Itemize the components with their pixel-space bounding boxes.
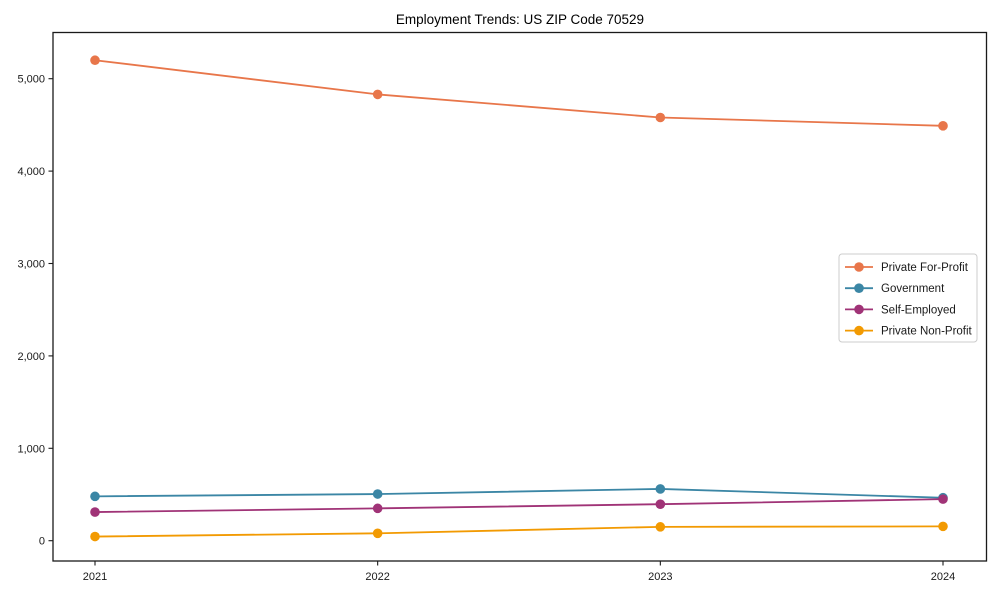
- plot-frame: [52, 31, 988, 562]
- legend-marker: [854, 304, 864, 315]
- data-point: [90, 531, 100, 542]
- x-axis-tick-label: 2022: [365, 571, 389, 583]
- data-point: [938, 494, 948, 504]
- x-axis-tick-label: 2023: [648, 571, 672, 583]
- data-point: [372, 503, 383, 514]
- legend-entry: Private Non-Profit: [845, 326, 973, 338]
- legend-marker: [854, 283, 864, 294]
- legend-marker: [854, 325, 864, 336]
- y-axis-tick-label: 3,000: [17, 259, 45, 271]
- series-line-private-for-profit: [94, 59, 944, 127]
- x-axis-tick-label: 2021: [83, 571, 107, 583]
- series-line-self-employed: [94, 498, 944, 513]
- data-point: [655, 484, 666, 494]
- y-axis-tick-label: 4,000: [17, 166, 45, 178]
- y-axis-tick-label: 0: [39, 536, 45, 548]
- data-point: [90, 55, 100, 66]
- data-point: [655, 112, 666, 123]
- legend-box: [838, 253, 978, 343]
- legend-label: Private For-Profit: [881, 262, 969, 274]
- legend-label: Government: [881, 283, 945, 295]
- legend-entry: Self-Employed: [845, 304, 956, 316]
- data-point: [655, 499, 666, 510]
- data-point: [938, 521, 948, 532]
- legend-entry: Private For-Profit: [845, 262, 969, 274]
- y-axis-tick-label: 1,000: [17, 443, 45, 455]
- data-point: [372, 89, 383, 100]
- data-point: [90, 491, 100, 502]
- series-line-government: [94, 488, 944, 499]
- legend-entry: Government: [845, 283, 945, 295]
- axes-layer: 0 1,000 2,000 3,000 4,000 5,000 2021 2022 2023 20…: [17, 31, 988, 583]
- legend-label: Private Non-Profit: [881, 326, 973, 338]
- legend: Private For-Profit Government Self-Employe…: [838, 253, 978, 343]
- chart-title: Employment Trends: US ZIP Code 70529: [396, 12, 644, 27]
- legend-marker: [854, 262, 864, 272]
- data-point: [372, 489, 383, 499]
- series-line-private-non-profit: [94, 525, 944, 538]
- data-point: [372, 528, 383, 539]
- x-axis-tick-label: 2024: [931, 571, 955, 583]
- series-layer: [90, 55, 948, 542]
- y-axis-tick-label: 2,000: [17, 351, 45, 363]
- legend-label: Self-Employed: [881, 304, 956, 316]
- data-point: [655, 522, 666, 532]
- y-axis-tick-label: 5,000: [17, 74, 45, 86]
- data-point: [938, 121, 948, 131]
- data-point: [90, 507, 100, 517]
